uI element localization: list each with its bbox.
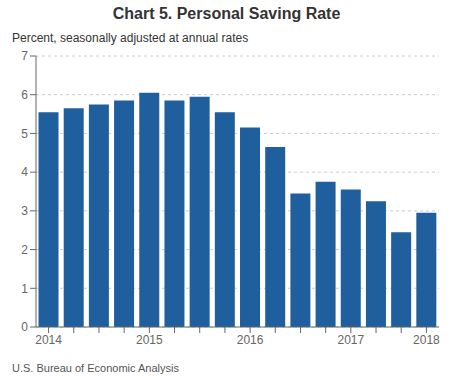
svg-text:2018: 2018 xyxy=(413,333,440,347)
svg-text:2: 2 xyxy=(21,243,28,257)
svg-text:1: 1 xyxy=(21,282,28,296)
svg-text:6: 6 xyxy=(21,88,28,102)
svg-text:2016: 2016 xyxy=(237,333,264,347)
svg-text:2014: 2014 xyxy=(35,333,62,347)
svg-text:4: 4 xyxy=(21,165,28,179)
svg-text:2017: 2017 xyxy=(337,333,364,347)
html-text:U.S. Bureau of Economic Analys: U.S. Bureau of Economic Analysis xyxy=(12,362,179,374)
html-text:Percent, seasonally adjusted a: Percent, seasonally adjusted at annual r… xyxy=(12,31,249,45)
svg-text:2015: 2015 xyxy=(136,333,163,347)
svg-text:3: 3 xyxy=(21,204,28,218)
html-text:Chart 5. Personal Saving Rate: Chart 5. Personal Saving Rate xyxy=(112,5,341,22)
svg-text:7: 7 xyxy=(21,49,28,63)
svg-text:0: 0 xyxy=(21,320,28,334)
svg-text:5: 5 xyxy=(21,127,28,141)
